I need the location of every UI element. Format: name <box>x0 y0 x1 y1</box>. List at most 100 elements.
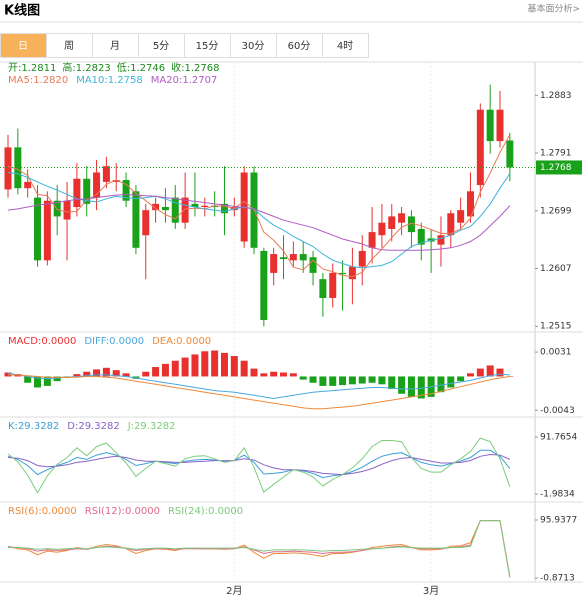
macd-bar <box>191 354 199 377</box>
tab-label[interactable]: 4时 <box>337 40 353 52</box>
candle-body <box>181 197 189 223</box>
candle-body <box>358 250 366 267</box>
macd-bar <box>289 373 297 377</box>
candle-body <box>447 213 455 236</box>
ohlc-info: 开:1.2811 高:1.2823 低:1.2746 收:1.2768 <box>8 61 220 74</box>
fundamental-link[interactable]: 基本面分析> <box>527 3 580 15</box>
macd-bar <box>181 357 189 377</box>
tab[interactable] <box>46 33 93 58</box>
candle-body <box>63 200 71 220</box>
candle-body <box>161 207 169 211</box>
indicator-line <box>7 453 511 476</box>
legend-value: 1.2758 <box>108 75 143 86</box>
candle-body <box>260 250 268 320</box>
legend-value: 29.3282 <box>134 421 175 432</box>
macd-bar <box>398 376 406 394</box>
candle-body <box>506 140 514 168</box>
legend-name: MA5: <box>8 75 33 86</box>
info-value: 1.2811 <box>21 63 56 74</box>
macd-bar <box>171 360 179 377</box>
legend-name: MACD: <box>8 336 41 347</box>
candle-body <box>132 191 140 248</box>
macd-bar <box>83 371 91 377</box>
macd-bar <box>486 365 494 377</box>
candle-body <box>93 172 101 198</box>
legend-name: D: <box>67 421 78 432</box>
y-tick-label: -0.8713 <box>540 574 575 584</box>
candle-body <box>289 254 297 261</box>
info-value: 1.2823 <box>76 63 111 74</box>
macd-bar <box>220 352 228 377</box>
macd-bar <box>142 371 150 377</box>
y-tick-label: 1.2699 <box>540 206 572 216</box>
legend-value: 29.3282 <box>78 421 119 432</box>
candle-body <box>73 178 81 207</box>
macd-bar <box>388 376 396 390</box>
tab-label[interactable]: 月 <box>110 40 120 52</box>
last-price-box <box>536 160 582 175</box>
macd-bar <box>24 376 32 383</box>
legend-value: 0.0000 <box>41 336 76 347</box>
macd-bar <box>437 376 445 393</box>
legend-value: 0.0000 <box>125 506 160 517</box>
candle-body <box>457 210 465 223</box>
macd-bar <box>102 367 110 377</box>
tab-bar: 日 周 月 5分 15分 30分 60分 4时 <box>0 33 369 58</box>
candle-body <box>102 166 110 182</box>
indicator-line <box>8 374 510 410</box>
candle-body <box>280 257 288 260</box>
tab-label[interactable]: 15分 <box>196 40 219 52</box>
info-label: 低: <box>117 61 130 74</box>
macd-bar <box>53 376 61 382</box>
legend-name: DIFF: <box>84 336 109 347</box>
macd-bar <box>280 372 288 377</box>
candle-body <box>348 266 356 280</box>
candle-body <box>24 181 32 189</box>
candle-body <box>4 147 12 190</box>
macd-bar <box>358 376 366 384</box>
info-label: 开: <box>8 63 21 74</box>
tab-label[interactable]: 60分 <box>288 40 311 52</box>
y-tick-label: -0.0043 <box>540 406 575 416</box>
legend-value: 29.3282 <box>18 421 59 432</box>
macd-bar <box>201 351 209 377</box>
legend: RSI(6):0.0000 RSI(12):0.0000 RSI(24):0.000… <box>8 506 243 517</box>
legend-name: RSI(12): <box>85 506 125 517</box>
tab[interactable] <box>322 33 369 58</box>
legend-name: K: <box>8 421 18 432</box>
candle-body <box>14 147 22 189</box>
macd-bar <box>348 376 356 385</box>
candle-body <box>368 232 376 248</box>
tab[interactable] <box>92 33 139 58</box>
tab-label[interactable]: 周 <box>64 40 74 52</box>
info-label: 高: <box>62 61 75 74</box>
candle-body <box>496 109 504 142</box>
tab[interactable] <box>230 33 277 58</box>
macd-bar <box>73 374 81 377</box>
candle-body <box>270 254 278 273</box>
candle-body <box>417 228 425 245</box>
tab-label[interactable]: 5分 <box>153 40 169 52</box>
last-price-label: 1.2768 <box>540 163 572 173</box>
tab[interactable] <box>138 33 185 58</box>
tab-label[interactable]: 日 <box>18 41 28 52</box>
macd-bar <box>319 376 327 386</box>
legend-name: J: <box>127 421 134 432</box>
legend: MACD:0.0000 DIFF:0.0000 DEA:0.0000 <box>8 336 211 347</box>
tab-label[interactable]: 30分 <box>242 40 265 52</box>
macd-bar <box>447 376 455 388</box>
candle-body <box>299 254 307 261</box>
macd-bar <box>112 370 120 377</box>
macd-bar <box>506 376 514 377</box>
y-tick-label: 0.0031 <box>540 348 572 358</box>
candle-body <box>398 213 406 223</box>
info-value: 1.2768 <box>185 63 220 74</box>
legend-value: 1.2820 <box>33 75 68 86</box>
legend-value: 0.0000 <box>42 506 77 517</box>
macd-bar <box>240 360 248 377</box>
candle-body <box>437 235 445 245</box>
tab[interactable] <box>0 33 47 58</box>
candle-body <box>220 203 228 214</box>
macd-bar <box>368 376 376 383</box>
